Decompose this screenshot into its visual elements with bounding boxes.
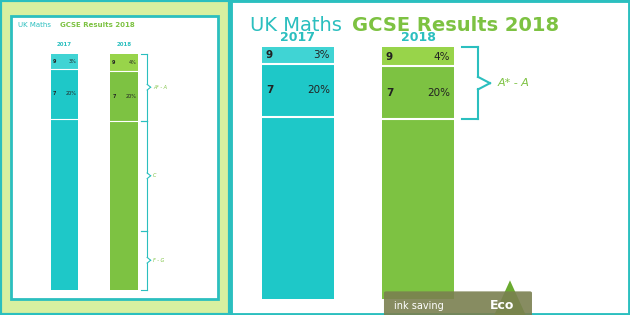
Text: 2018: 2018 <box>401 31 435 44</box>
Bar <box>50 118 78 290</box>
Text: GCSE Results 2018: GCSE Results 2018 <box>60 22 135 28</box>
Polygon shape <box>490 280 530 315</box>
Text: 3%: 3% <box>69 59 76 64</box>
Text: C: C <box>153 173 156 178</box>
Text: 2017: 2017 <box>57 42 72 47</box>
Text: 9: 9 <box>52 59 56 64</box>
Text: 2017: 2017 <box>280 31 316 44</box>
Bar <box>262 64 334 117</box>
Bar <box>50 69 78 118</box>
Text: UK Maths: UK Maths <box>250 16 348 35</box>
Text: Eco: Eco <box>490 299 514 312</box>
Text: 20%: 20% <box>427 88 450 98</box>
Text: 4%: 4% <box>129 60 136 65</box>
Bar <box>382 66 454 119</box>
Text: 4%: 4% <box>433 52 450 62</box>
Text: GCSE Results 2018: GCSE Results 2018 <box>352 16 559 35</box>
Text: 7: 7 <box>266 85 273 95</box>
Bar <box>262 117 334 299</box>
Text: 7: 7 <box>386 88 393 98</box>
Text: A* - A: A* - A <box>153 85 167 90</box>
Bar <box>110 54 138 71</box>
Text: 9: 9 <box>112 60 116 65</box>
Text: 3%: 3% <box>314 50 330 60</box>
Text: UK Maths: UK Maths <box>18 22 54 28</box>
Text: 20%: 20% <box>66 91 76 96</box>
Bar <box>382 119 454 299</box>
Text: 9: 9 <box>386 52 393 62</box>
Text: F - G: F - G <box>153 258 164 263</box>
Bar <box>50 54 78 69</box>
Text: 20%: 20% <box>125 94 136 99</box>
Bar <box>262 47 334 64</box>
Text: 20%: 20% <box>307 85 330 95</box>
Bar <box>110 71 138 121</box>
FancyBboxPatch shape <box>384 291 532 315</box>
Text: 9: 9 <box>266 50 273 60</box>
Text: 7: 7 <box>52 91 56 96</box>
Text: ink saving: ink saving <box>394 301 444 311</box>
Text: 7: 7 <box>112 94 115 99</box>
Text: 2018: 2018 <box>117 42 132 47</box>
Text: A* - A: A* - A <box>498 78 530 88</box>
Bar <box>110 121 138 290</box>
Bar <box>382 47 454 66</box>
